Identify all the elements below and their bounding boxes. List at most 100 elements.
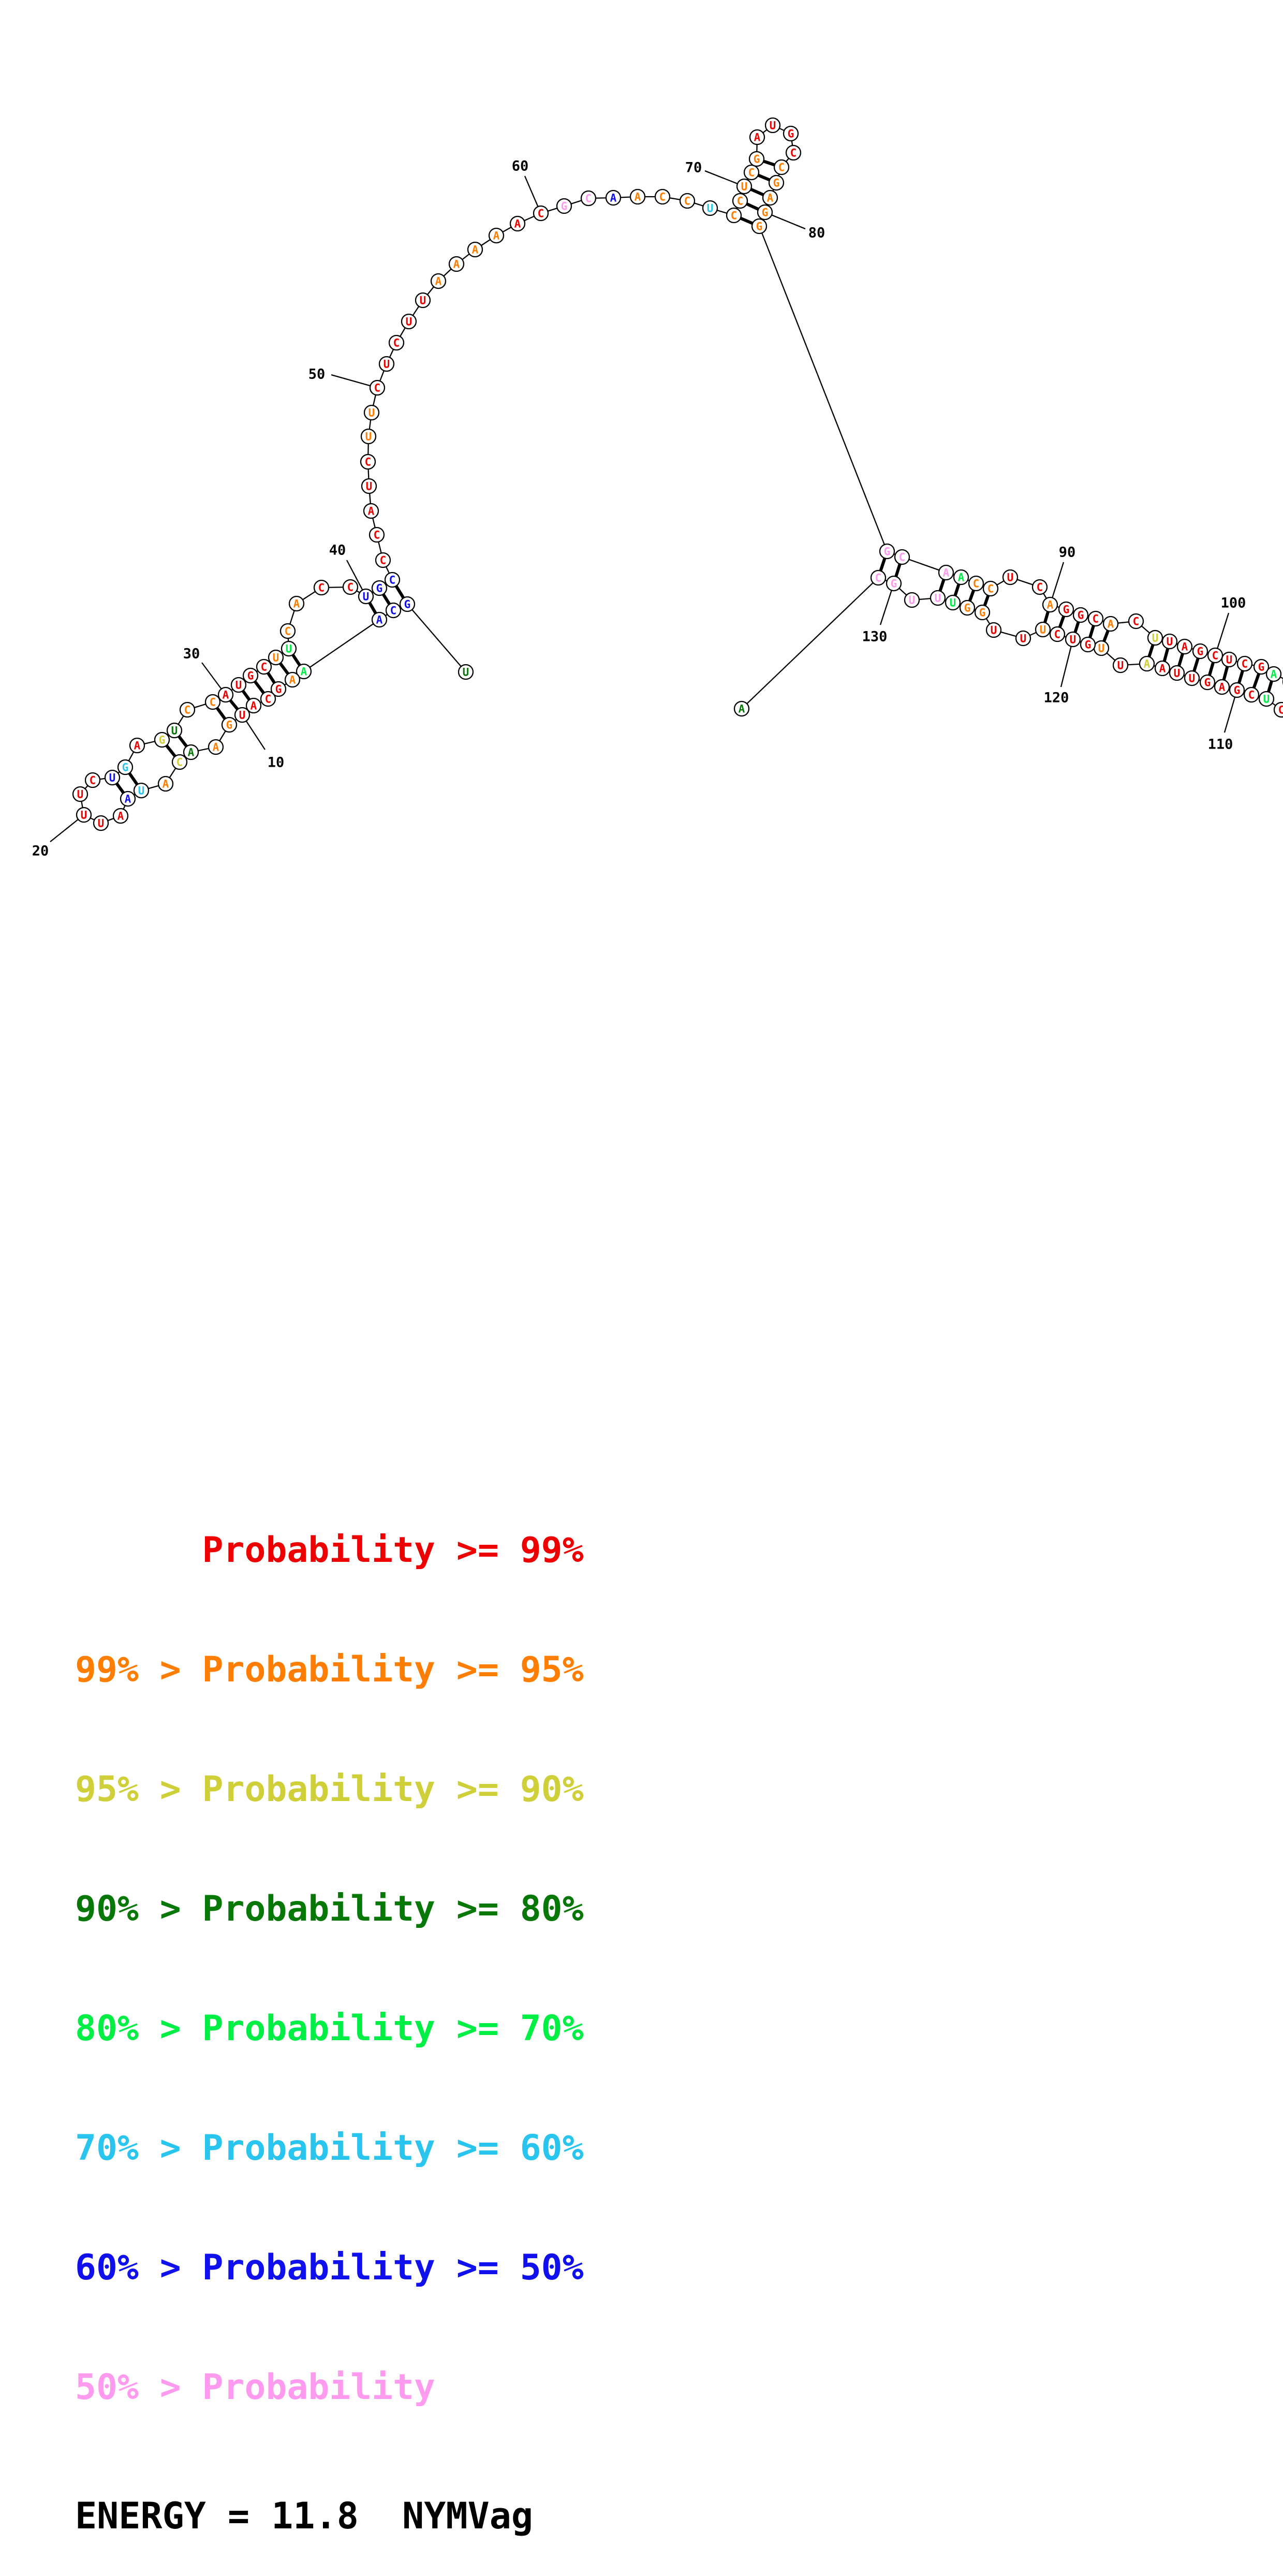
nucleotide-base-letter: G xyxy=(788,128,794,140)
nucleotide-base-letter: C xyxy=(374,382,381,394)
nucleotide-base-letter: U xyxy=(273,652,279,664)
nucleotide-circle xyxy=(1265,666,1282,682)
nucleotide-circle xyxy=(448,256,465,272)
legend-row-p99: Probability >= 99% xyxy=(75,1530,584,1571)
backbone-segment xyxy=(758,226,888,552)
nucleotide-circle xyxy=(870,569,887,586)
nucleotide-circle xyxy=(1042,596,1058,613)
nucleotide-circle xyxy=(217,686,234,703)
nucleotide-circle xyxy=(1128,613,1144,630)
nucleotide-base-letter: C xyxy=(973,578,980,590)
nucleotide-circle xyxy=(749,129,765,145)
position-number-label: 110 xyxy=(1208,737,1233,753)
energy-label: ENERGY = 11.8 NYMVag xyxy=(75,2495,534,2537)
nucleotide-base-letter: C xyxy=(261,661,268,674)
nucleotide-base-letter: U xyxy=(384,358,390,371)
nucleotide-base-letter: G xyxy=(891,578,897,590)
nucleotide-base-letter: A xyxy=(943,567,950,579)
nucleotide-circle xyxy=(1199,674,1216,691)
nucleotide-base-letter: U xyxy=(991,624,997,637)
nucleotide-circle xyxy=(1243,686,1260,703)
nucleotide-base-letter: G xyxy=(247,670,254,682)
nucleotide-circle xyxy=(732,193,748,209)
nucleotide-circle xyxy=(580,190,597,207)
nucleotide-circle xyxy=(751,218,768,235)
nucleotide-base-letter: U xyxy=(1152,632,1159,645)
nucleotide-base-letter: A xyxy=(1182,641,1188,653)
nucleotide-circle xyxy=(104,769,121,786)
nucleotide-base-letter: U xyxy=(1263,693,1270,706)
nucleotide-circle xyxy=(371,580,388,596)
nucleotide-circle xyxy=(773,159,790,175)
position-number-label: 30 xyxy=(183,646,200,662)
nucleotide-base-letter: U xyxy=(406,316,412,328)
nucleotide-circle xyxy=(120,791,136,807)
nucleotide-circle xyxy=(654,188,671,205)
nucleotide-base-letter: U xyxy=(368,407,375,419)
nucleotide-base-letter: C xyxy=(285,625,291,638)
nucleotide-base-letter: C xyxy=(1093,613,1099,625)
nucleotide-base-letter: A xyxy=(289,674,296,686)
nucleotide-circle xyxy=(764,117,781,134)
nucleotide-base-letter: G xyxy=(376,582,383,595)
position-number-label: 80 xyxy=(808,225,825,241)
nucleotide-base-letter: A xyxy=(610,192,617,204)
nucleotide-base-letter: C xyxy=(875,572,882,584)
nucleotide-circle xyxy=(702,200,718,216)
nucleotide-circle xyxy=(1002,569,1019,586)
nucleotide-base-letter: C xyxy=(390,605,397,617)
nucleotide-base-letter: C xyxy=(365,456,372,469)
nucleotide-base-letter: U xyxy=(98,817,105,830)
nucleotide-base-letter: C xyxy=(265,693,272,706)
nucleotide-base-letter: C xyxy=(347,581,354,594)
nucleotide-base-letter: U xyxy=(171,725,178,737)
nucleotide-circle xyxy=(129,737,145,754)
nucleotide-circle xyxy=(112,808,129,824)
nucleotide-base-letter: G xyxy=(756,221,763,233)
nucleotide-base-letter: A xyxy=(250,700,257,712)
position-number-label: 10 xyxy=(268,755,285,771)
position-number-label: 120 xyxy=(1044,690,1069,706)
nucleotide-base-letter: U xyxy=(935,592,941,605)
nucleotide-circle xyxy=(1049,626,1066,642)
nucleotide-circle xyxy=(904,592,920,608)
nucleotide-base-letter: U xyxy=(1040,624,1046,636)
nucleotide-circle xyxy=(458,664,474,680)
nucleotide-base-letter: C xyxy=(1248,689,1255,701)
nucleotide-base-letter: C xyxy=(1133,616,1140,628)
nucleotide-base-letter: C xyxy=(737,195,744,208)
label-leader-lines xyxy=(50,170,1238,842)
nucleotide-base-letter: C xyxy=(585,193,592,205)
nucleotide-circle xyxy=(363,404,380,421)
nucleotide-base-letter: G xyxy=(275,683,282,696)
nucleotide-circle xyxy=(281,640,297,657)
nucleotide-circle xyxy=(1253,658,1270,675)
nucleotide-base-letter: U xyxy=(363,591,370,603)
nucleotide-circle xyxy=(1080,636,1096,653)
nucleotide-circle xyxy=(1161,633,1178,650)
nucleotide-circle xyxy=(488,227,505,244)
nucleotide-circle xyxy=(399,596,416,612)
nucleotide-base-letter: U xyxy=(420,295,426,307)
nucleotide-circle xyxy=(1112,657,1129,674)
nucleotide-circle xyxy=(221,716,238,733)
nucleotide-circle xyxy=(157,775,174,792)
nucleotide-circle xyxy=(785,144,802,161)
nucleotide-circle xyxy=(629,188,646,205)
nucleotide-base-letter: A xyxy=(739,703,745,715)
position-number-label: 100 xyxy=(1221,595,1246,611)
nucleotide-circle xyxy=(361,478,377,494)
nucleotide-circle xyxy=(166,722,183,739)
nucleotide-circle xyxy=(84,772,101,788)
nucleotide-base-letter: C xyxy=(210,696,216,709)
nucleotide-circle xyxy=(605,189,622,206)
nucleotide-base-letter: C xyxy=(318,582,325,594)
nucleotide-base-letter: A xyxy=(453,258,460,271)
position-number-label: 40 xyxy=(329,543,346,559)
nucleotide-base-letter: A xyxy=(493,230,500,242)
nucleotide-circle xyxy=(1147,630,1163,646)
nucleotide-circle xyxy=(360,453,376,470)
nucleotide-base-letter: C xyxy=(389,574,396,587)
nucleotide-base-letter: G xyxy=(1204,677,1211,689)
nucleotide-base-letter: U xyxy=(1174,667,1181,680)
